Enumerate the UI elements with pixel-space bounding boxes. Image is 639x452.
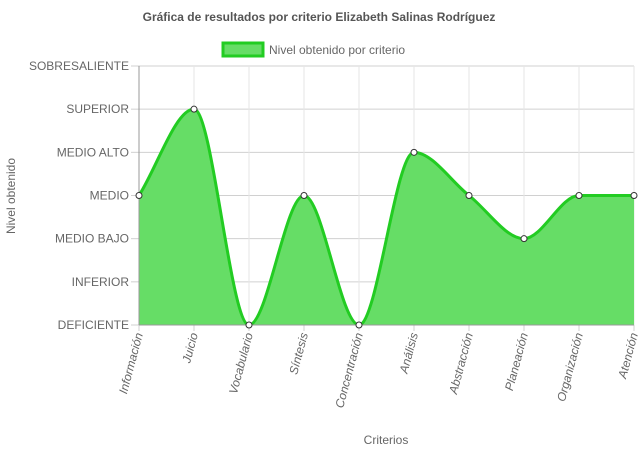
legend-swatch[interactable] bbox=[221, 41, 265, 58]
x-tick-label: Concentración bbox=[332, 331, 366, 410]
x-tick-label: Organización bbox=[554, 331, 586, 403]
x-tick-label: Abstracción bbox=[446, 331, 476, 396]
data-points bbox=[135, 105, 638, 329]
data-point[interactable] bbox=[575, 192, 583, 199]
data-point[interactable] bbox=[630, 192, 638, 199]
x-tick-label: Planeación bbox=[502, 331, 531, 392]
data-point[interactable] bbox=[300, 192, 308, 199]
x-tick-label: Juicio bbox=[179, 331, 201, 366]
x-tick-label: Vocabulario bbox=[226, 331, 256, 396]
y-tick-label: INFERIOR bbox=[72, 275, 130, 289]
data-point[interactable] bbox=[355, 321, 363, 329]
x-tick-labels: Información Juicio Vocabulario Síntesis Conc… bbox=[116, 331, 639, 410]
data-point[interactable] bbox=[190, 105, 198, 113]
data-point[interactable] bbox=[245, 321, 253, 329]
y-axis-title: Nivel obtenido bbox=[4, 158, 18, 234]
y-tick-label: SOBRESALIENTE bbox=[29, 59, 129, 73]
y-tick-label: MEDIO ALTO bbox=[57, 145, 129, 159]
area-layer bbox=[137, 107, 634, 327]
y-tick-label: MEDIO bbox=[90, 189, 129, 203]
data-point[interactable] bbox=[520, 235, 528, 243]
data-point[interactable] bbox=[465, 192, 473, 199]
y-tick-labels: DEFICIENTE INFERIOR MEDIO BAJO MEDIO MEDIO A… bbox=[29, 59, 129, 332]
x-axis-title: Criterios bbox=[364, 433, 409, 447]
series-area bbox=[139, 109, 634, 326]
x-tick-label: Análisis bbox=[396, 331, 420, 376]
x-tick-label: Síntesis bbox=[286, 331, 311, 376]
legend[interactable]: Nivel obtenido por criterio bbox=[221, 41, 405, 58]
y-tick-label: MEDIO BAJO bbox=[55, 232, 129, 246]
chart-title: Gráfica de resultados por criterio Eliza… bbox=[143, 10, 496, 24]
x-tick-label: Atención bbox=[615, 331, 639, 381]
y-tick-label: SUPERIOR bbox=[66, 102, 129, 116]
legend-label[interactable]: Nivel obtenido por criterio bbox=[269, 43, 405, 57]
x-tick-label: Información bbox=[116, 331, 146, 395]
data-point[interactable] bbox=[135, 192, 143, 199]
data-point[interactable] bbox=[410, 148, 418, 156]
y-tick-label: DEFICIENTE bbox=[58, 318, 129, 332]
